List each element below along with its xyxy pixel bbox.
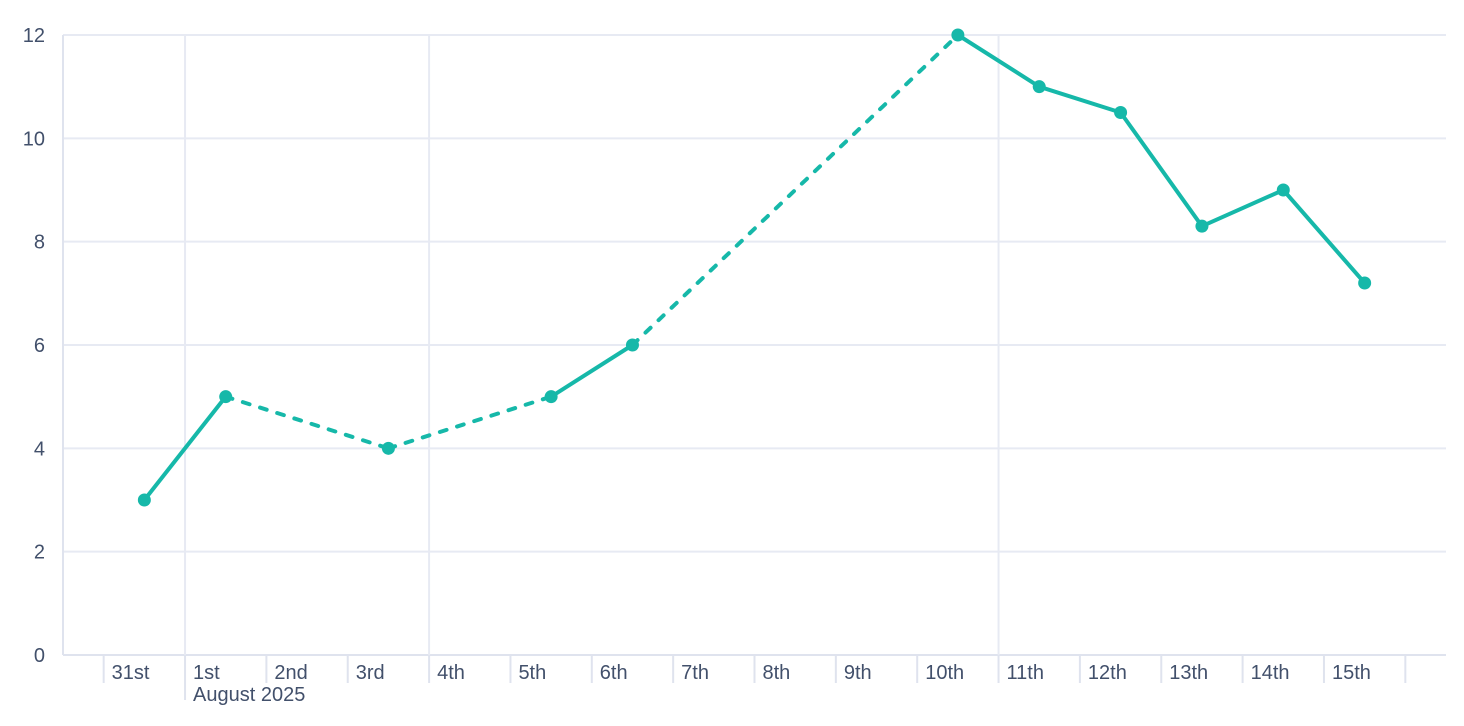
data-point[interactable]: [951, 28, 965, 42]
data-point[interactable]: [219, 390, 233, 404]
x-tick-label: 6th: [600, 662, 628, 684]
series-segment-solid: [549, 343, 635, 399]
x-tick-label: 11th: [1007, 662, 1044, 684]
x-tick-label: 13th: [1169, 662, 1208, 684]
x-tick-label: 5th: [518, 662, 546, 684]
y-tick-label: 12: [23, 25, 45, 47]
y-tick-label: 8: [34, 232, 45, 254]
y-tick-label: 10: [23, 128, 45, 150]
x-tick-label: 8th: [763, 662, 791, 684]
month-label: August 2025: [193, 684, 305, 706]
y-tick-label: 0: [34, 645, 45, 667]
data-point[interactable]: [1114, 106, 1128, 119]
x-tick-label: 14th: [1251, 662, 1290, 684]
x-tick-label: 12th: [1088, 662, 1127, 684]
series-segment-solid: [1199, 188, 1286, 229]
y-tick-label: 6: [34, 335, 45, 357]
series-segment-dashed: [386, 394, 554, 451]
series-segment-dashed: [630, 33, 960, 347]
x-tick-label: 7th: [681, 662, 709, 684]
data-point[interactable]: [1358, 276, 1372, 290]
y-tick-label: 4: [34, 438, 45, 460]
series-segment-dashed: [223, 394, 391, 451]
x-tick-label: 4th: [437, 662, 465, 684]
series-segment-solid: [955, 33, 1042, 89]
x-tick-label: 1st: [193, 662, 220, 684]
x-tick-label: 3rd: [356, 662, 385, 684]
data-point[interactable]: [544, 390, 558, 404]
y-tick-label: 2: [34, 542, 45, 564]
data-point[interactable]: [381, 441, 395, 455]
series-segment-solid: [1281, 188, 1367, 285]
series-segment-solid: [142, 394, 228, 502]
data-point[interactable]: [1276, 183, 1290, 197]
x-tick-label: 9th: [844, 662, 872, 684]
data-point[interactable]: [137, 493, 151, 507]
series-segment-solid: [1037, 84, 1123, 115]
x-tick-label: 31st: [112, 662, 150, 684]
x-tick-label: 15th: [1332, 662, 1371, 684]
series-segment-solid: [1118, 110, 1204, 229]
x-tick-label: 10th: [925, 662, 964, 684]
data-point[interactable]: [1032, 80, 1046, 94]
data-point[interactable]: [1195, 219, 1209, 233]
data-point[interactable]: [625, 338, 639, 352]
x-tick-label: 2nd: [274, 662, 307, 684]
